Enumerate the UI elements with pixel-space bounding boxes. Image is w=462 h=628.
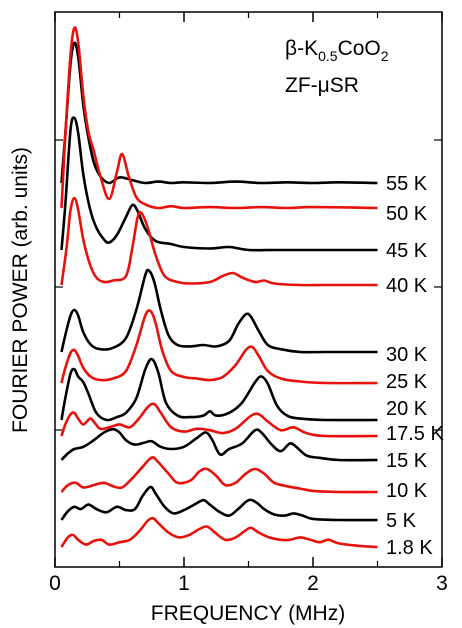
annotation-compound: β-K0.5CoO2 (285, 37, 389, 64)
annotation-method: ZF-μSR (285, 74, 359, 97)
series-line-45K (60, 116, 378, 252)
x-tick-label: 1 (178, 572, 190, 595)
series-line-50K (60, 26, 378, 210)
series-label: 17.5 K (386, 423, 444, 445)
series-line-55K (60, 41, 378, 185)
x-tick-label: 2 (307, 572, 319, 595)
series-label: 1.8 K (386, 537, 433, 559)
series-label: 15 K (386, 450, 428, 472)
series-line-25K (60, 309, 378, 385)
series-label: 25 K (386, 371, 428, 393)
series-label: 30 K (386, 344, 428, 366)
series-line-15K (60, 427, 378, 462)
x-axis-label: FREQUENCY (MHz) (151, 602, 345, 625)
series-label: 10 K (386, 480, 428, 502)
x-tick-label: 0 (49, 572, 61, 595)
series-line-1_8K (60, 516, 378, 549)
series-line-5K (60, 485, 378, 522)
series-label: 40 K (386, 275, 428, 297)
series-line-20K (60, 357, 378, 422)
series-label: 50 K (386, 203, 428, 225)
series-line-30K (60, 268, 378, 354)
series-label: 20 K (386, 398, 428, 420)
ticks-layer: 0 1 2 3 (49, 12, 448, 595)
series-label: 55 K (386, 173, 428, 195)
series-label: 45 K (386, 240, 428, 262)
series-label: 5 K (386, 510, 417, 532)
y-axis-label: FOURIER POWER (arb. units) (9, 147, 32, 433)
series-labels-layer: 55 K 50 K 45 K 40 K 30 K 25 K 20 K 17.5 K 15 K 10… (386, 173, 444, 559)
series-layer (60, 26, 378, 549)
plot-frame (54, 11, 443, 568)
series-line-17_5K (60, 402, 378, 438)
x-tick-label: 3 (436, 572, 448, 595)
series-line-40K (60, 196, 378, 287)
series-line-10K (60, 456, 378, 494)
